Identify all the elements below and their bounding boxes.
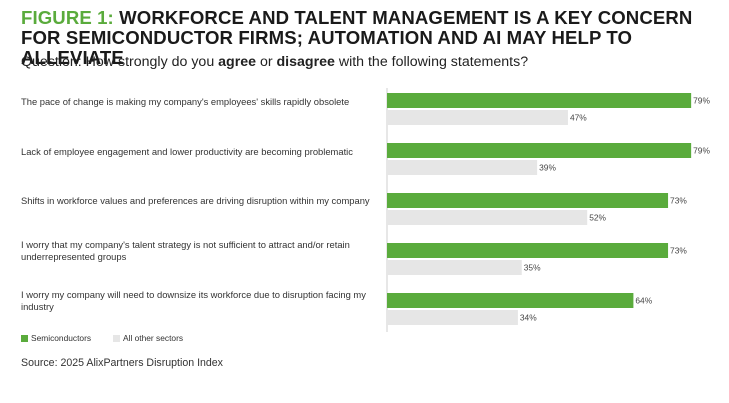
question-disagree: disagree bbox=[276, 54, 335, 70]
question-mid: or bbox=[256, 54, 277, 70]
legend-swatch-other-sectors bbox=[113, 335, 120, 342]
figure-headline: WORKFORCE AND TALENT MANAGEMENT IS A KEY… bbox=[21, 7, 693, 68]
bar-other-sectors-3 bbox=[387, 210, 588, 225]
value-label-semiconductors-5: 64% bbox=[635, 296, 652, 306]
legend-label-other-sectors: All other sectors bbox=[123, 333, 184, 343]
category-label-2: Lack of employee engagement and lower pr… bbox=[21, 146, 353, 157]
bar-semiconductors-2 bbox=[387, 143, 692, 158]
category-label-5: I worry my company will need to downsize… bbox=[21, 289, 366, 312]
question-agree: agree bbox=[218, 54, 257, 70]
figure-number: FIGURE 1: bbox=[21, 7, 114, 28]
source-note: Source: 2025 AlixPartners Disruption Ind… bbox=[21, 357, 223, 369]
value-label-other-sectors-5: 34% bbox=[520, 313, 537, 323]
bar-other-sectors-2 bbox=[387, 160, 538, 175]
category-label-1: The pace of change is making my company'… bbox=[21, 96, 350, 107]
bar-semiconductors-3 bbox=[387, 193, 669, 208]
bar-other-sectors-5 bbox=[387, 310, 518, 325]
legend-swatch-semiconductors bbox=[21, 335, 28, 342]
bar-semiconductors-4 bbox=[387, 243, 669, 258]
value-label-other-sectors-3: 52% bbox=[589, 213, 606, 223]
bar-other-sectors-1 bbox=[387, 110, 568, 125]
chart-title: FIGURE 1: WORKFORCE AND TALENT MANAGEMEN… bbox=[21, 8, 721, 68]
bar-other-sectors-4 bbox=[387, 260, 522, 275]
value-label-semiconductors-2: 79% bbox=[693, 146, 710, 156]
value-label-semiconductors-4: 73% bbox=[670, 246, 687, 256]
category-label-3: Shifts in workforce values and preferenc… bbox=[21, 195, 370, 206]
question-lead: Question: How strongly do you bbox=[21, 54, 219, 70]
survey-question: Question: How strongly do you agree or d… bbox=[21, 53, 721, 71]
bar-semiconductors-1 bbox=[387, 93, 692, 108]
value-label-semiconductors-1: 79% bbox=[693, 96, 710, 106]
category-label-4: I worry that my company's talent strateg… bbox=[21, 239, 350, 262]
question-tail: with the following statements? bbox=[334, 54, 529, 70]
bar-semiconductors-5 bbox=[387, 293, 634, 308]
legend-label-semiconductors: Semiconductors bbox=[31, 333, 92, 343]
value-label-other-sectors-4: 35% bbox=[524, 263, 541, 273]
value-label-semiconductors-3: 73% bbox=[670, 196, 687, 206]
value-label-other-sectors-1: 47% bbox=[570, 113, 587, 123]
value-label-other-sectors-2: 39% bbox=[539, 163, 556, 173]
